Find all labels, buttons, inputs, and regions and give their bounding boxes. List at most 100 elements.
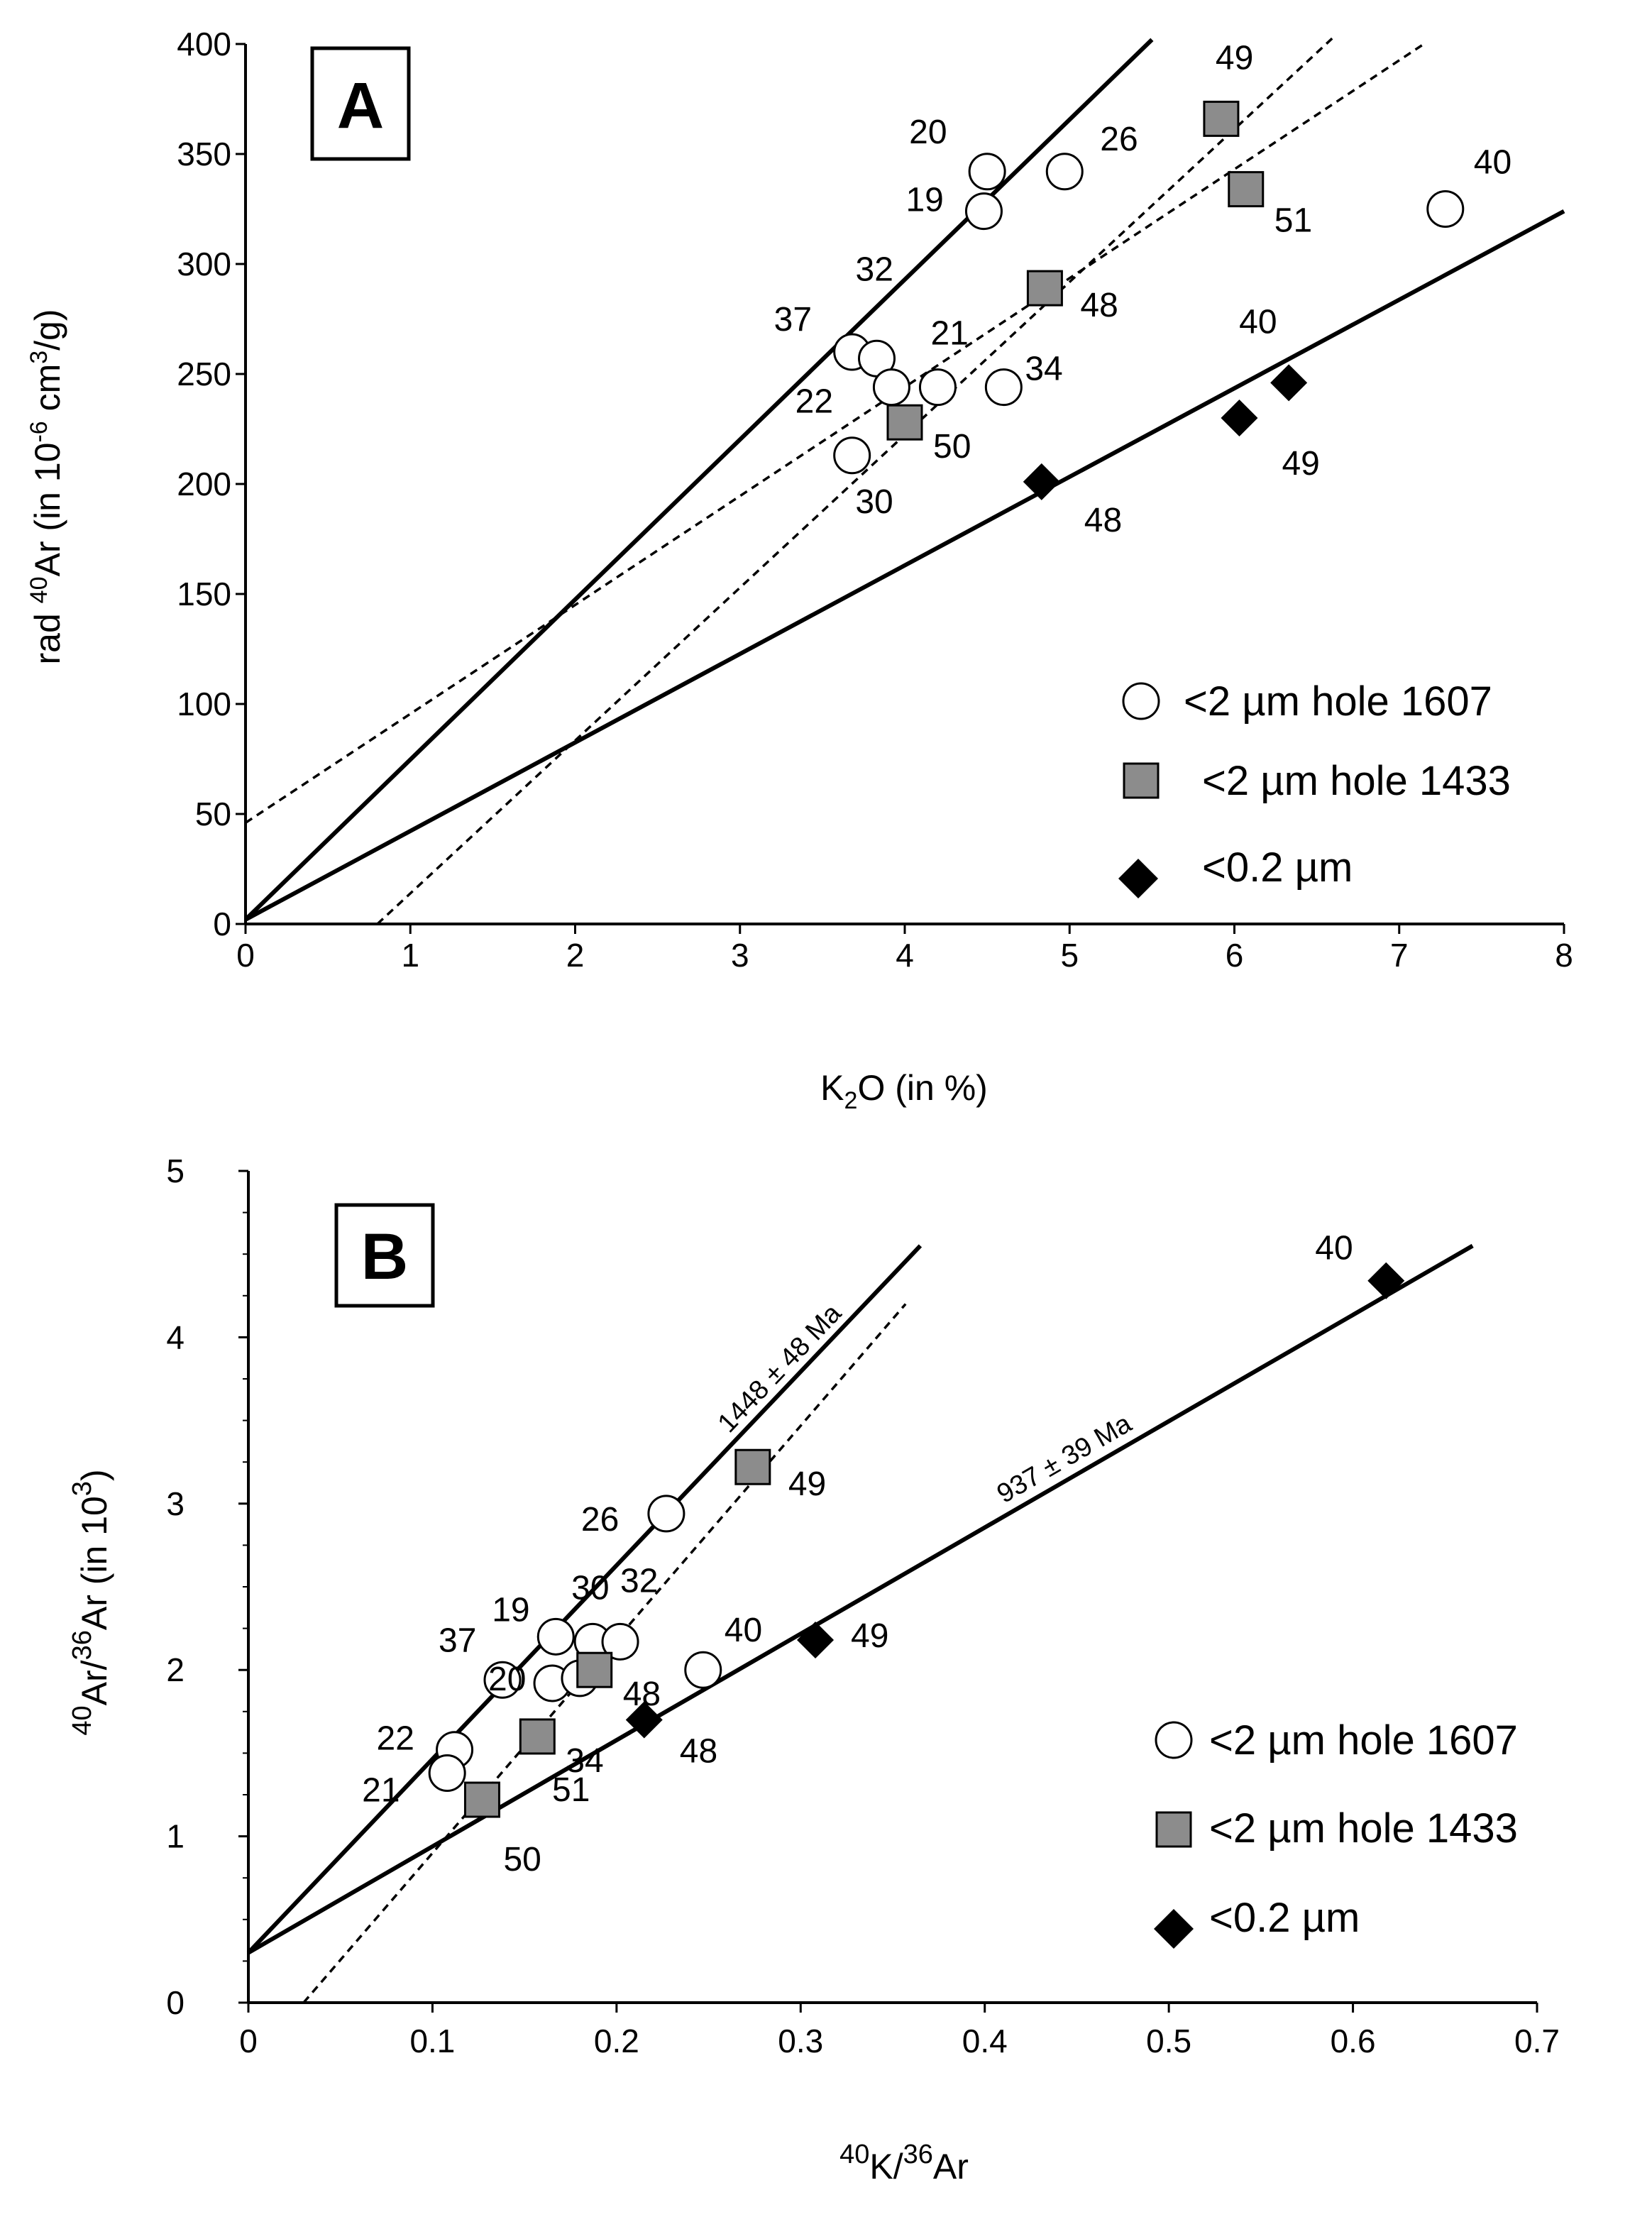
- point-label: 51: [1274, 202, 1312, 240]
- point-label: 49: [1216, 39, 1253, 77]
- point-label: 49: [788, 1465, 826, 1503]
- point-label: 40: [1474, 144, 1511, 182]
- fit-line-dashed: [245, 43, 1425, 824]
- data-point-circle: [1045, 153, 1084, 191]
- data-point-diamond: [1023, 463, 1060, 500]
- point-label: 34: [566, 1742, 603, 1780]
- legend-b-circle-marker: [1155, 1721, 1193, 1759]
- point-label: 51: [552, 1771, 590, 1809]
- x-tick-label: 3: [731, 937, 749, 974]
- x-tick-label: 1: [401, 937, 419, 974]
- data-point-circle: [833, 436, 871, 475]
- data-point-circle: [428, 1754, 466, 1793]
- fit-line-solid: [244, 209, 1565, 922]
- point-label: 32: [620, 1562, 658, 1600]
- data-point-circle: [536, 1617, 575, 1656]
- data-point-square: [1026, 270, 1063, 307]
- point-label: 21: [930, 315, 968, 353]
- point-label: 20: [488, 1661, 526, 1698]
- point-label: 48: [623, 1676, 661, 1713]
- data-point-circle: [872, 368, 910, 407]
- fit-line-dashed: [376, 36, 1335, 925]
- panel-a-legend: <2 µm hole 1607 <2 µm hole 1433 <0.2 µm: [1118, 678, 1511, 898]
- data-point-circle: [483, 1661, 522, 1699]
- point-label: 40: [1315, 1230, 1353, 1267]
- data-point-diamond: [1367, 1262, 1405, 1299]
- x-tick-label: 0.1: [409, 2023, 455, 2059]
- fit-line-annotation: 937 ± 39 Ma: [992, 1408, 1137, 1509]
- x-tick-label: 0.7: [1514, 2023, 1560, 2059]
- point-label: 21: [362, 1772, 400, 1810]
- point-label: 19: [905, 182, 943, 219]
- y-tick-label: 0: [213, 906, 231, 942]
- panel-b-point-labels: 26 19 30 32 37 20 40 22 21 49 48 34 50 51 40 49 48: [362, 1230, 1353, 1878]
- y-tick-label: 3: [166, 1485, 185, 1522]
- data-point-circle: [647, 1495, 685, 1533]
- data-point-square: [734, 1448, 771, 1485]
- point-label: 20: [909, 114, 947, 151]
- legend-a-square-marker: [1123, 762, 1160, 799]
- legend-a-circle-marker: [1122, 682, 1160, 720]
- y-tick-label: 150: [177, 576, 231, 612]
- y-tick-label: 300: [177, 246, 231, 282]
- panel-a-x-axis-title: K2O (in %): [820, 1068, 988, 1114]
- x-tick-label: 7: [1390, 937, 1409, 974]
- fit-line-solid: [246, 1244, 923, 1954]
- data-point-circle: [964, 192, 1003, 231]
- x-tick-label: 0.4: [962, 2023, 1008, 2059]
- data-point-diamond: [1270, 364, 1308, 402]
- point-label: 49: [851, 1617, 888, 1655]
- data-point-square: [463, 1781, 500, 1818]
- y-tick-label: 2: [166, 1651, 185, 1688]
- y-tick-label: 0: [166, 1984, 185, 2021]
- point-label: 22: [377, 1720, 414, 1758]
- x-tick-label: 0.6: [1331, 2023, 1376, 2059]
- panel-a-y-axis-title: rad 40Ar (in 10-6 cm3/g): [26, 309, 67, 664]
- x-tick-label: 2: [566, 937, 585, 974]
- data-point-square: [576, 1651, 613, 1688]
- legend-b-diamond-marker: [1154, 1909, 1194, 1949]
- data-point-circle: [684, 1651, 722, 1689]
- x-tick-label: 0: [236, 937, 255, 974]
- y-tick-label: 100: [177, 686, 231, 722]
- data-point-square: [886, 404, 923, 441]
- y-tick-label: 200: [177, 466, 231, 502]
- panel-b-legend: <2 µm hole 1607 <2 µm hole 1433 <0.2 µm: [1154, 1717, 1518, 1949]
- data-point-circle: [918, 368, 957, 407]
- point-label: 26: [1100, 121, 1138, 158]
- x-tick-label: 0.5: [1146, 2023, 1191, 2059]
- data-point-circle: [1426, 190, 1465, 228]
- point-label: 26: [581, 1501, 619, 1539]
- panel-a-letter-box: [310, 46, 411, 161]
- x-tick-label: 0.2: [594, 2023, 639, 2059]
- point-label: 37: [774, 301, 812, 339]
- panel-a-point-labels: 20 19 26 37 32 21 34 22 40 30 49 51 48 50 40 49 48: [774, 39, 1511, 539]
- y-tick-label: 350: [177, 136, 231, 172]
- x-tick-label: 8: [1555, 937, 1573, 974]
- legend-a-label-clay: <0.2 µm: [1202, 844, 1353, 891]
- fit-line-annotation: 1448 ± 48 Ma: [712, 1298, 848, 1438]
- data-point-diamond: [1221, 400, 1258, 436]
- point-label: 30: [855, 483, 893, 521]
- legend-a-diamond-marker: [1118, 859, 1158, 898]
- fit-line-solid: [247, 1243, 1474, 1955]
- legend-b-label-1607: <2 µm hole 1607: [1209, 1717, 1518, 1763]
- data-point-circle: [984, 368, 1023, 407]
- data-point-diamond: [797, 1622, 835, 1659]
- point-label: 40: [725, 1612, 762, 1649]
- panel-a-fit-lines: [243, 36, 1565, 925]
- point-label: 48: [1084, 502, 1122, 539]
- point-label: 48: [680, 1733, 717, 1771]
- panel-a-letter: A: [337, 70, 384, 142]
- x-tick-label: 6: [1226, 937, 1244, 974]
- panel-b-points: [428, 1262, 1405, 1818]
- legend-b-label-clay: <0.2 µm: [1209, 1895, 1360, 1941]
- data-point-circle: [968, 153, 1006, 191]
- data-point-square: [1203, 100, 1240, 137]
- point-label: 37: [439, 1622, 476, 1659]
- panel-b: 1448 ± 48 Ma 937 ± 39 Ma 0 0.1 0.2 0.3 0.4 0.5…: [67, 1152, 1560, 2186]
- y-tick-label: 5: [166, 1152, 185, 1189]
